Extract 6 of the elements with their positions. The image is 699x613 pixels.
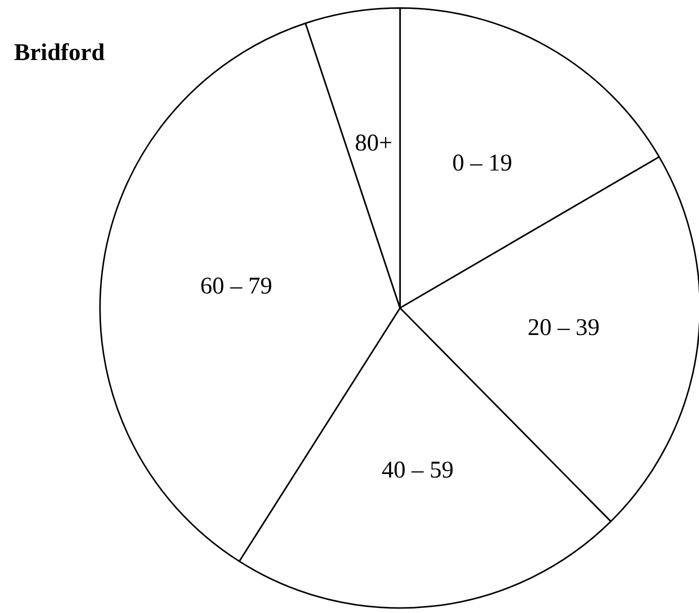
slice-label: 40 – 59: [382, 458, 454, 484]
slice-label: 0 – 19: [452, 150, 512, 176]
text: Bridford: [14, 40, 106, 66]
slice-label: 60 – 79: [200, 273, 272, 300]
slice-label: 80+: [354, 130, 392, 157]
slice-label: 20 – 39: [528, 315, 600, 342]
